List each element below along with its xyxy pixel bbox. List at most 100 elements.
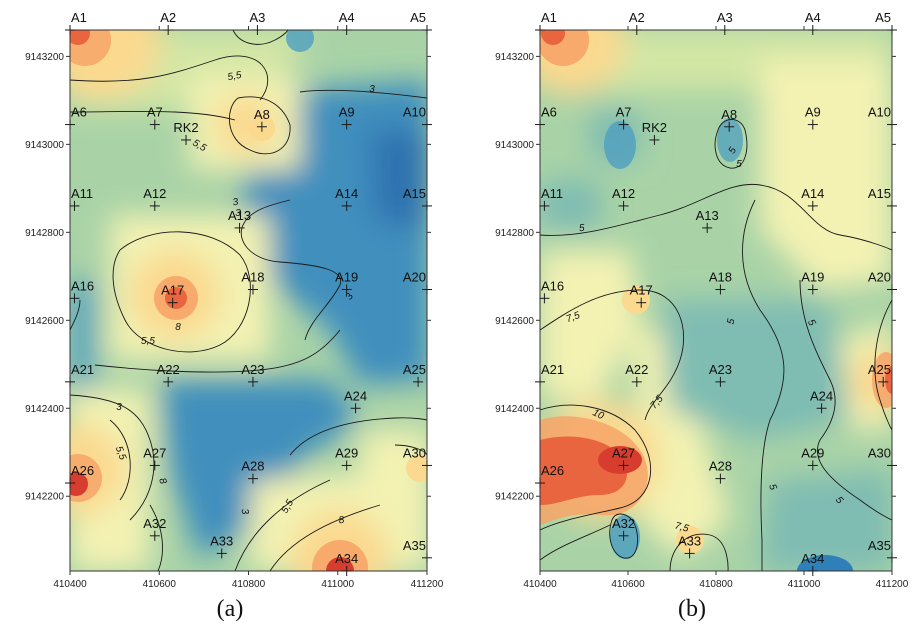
- contour-label: 3: [232, 197, 240, 209]
- well-marker: A27: [612, 445, 635, 471]
- well-marker: A22: [157, 362, 180, 387]
- well-marker: A20: [403, 270, 432, 295]
- well-marker: A13: [228, 208, 251, 233]
- well-marker: A25: [403, 362, 426, 387]
- y-tick-label: 9142400: [25, 404, 64, 415]
- y-tick-label: 9143200: [495, 52, 534, 63]
- x-tick-label: 410800: [699, 579, 733, 590]
- map-panel-b: 410400 410600 410800 411000 411200 9143200 914…: [495, 10, 909, 622]
- well-label: A24: [810, 388, 833, 403]
- well-label: A20: [403, 270, 426, 285]
- well-label: A3: [717, 10, 733, 25]
- contour-label: 5: [727, 145, 740, 156]
- contour-label: 8: [338, 515, 346, 527]
- well-marker: A14: [335, 186, 358, 211]
- well-label: A13: [696, 208, 719, 223]
- well-marker: A18: [241, 270, 265, 295]
- well-marker: A34: [801, 551, 824, 576]
- contour-surface-a: [70, 30, 427, 571]
- well-label: A5: [410, 10, 426, 25]
- well-label: RK2: [642, 120, 667, 135]
- x-tick-label: 411200: [876, 579, 909, 590]
- well-label: A11: [71, 186, 93, 201]
- well-marker: A32: [143, 516, 166, 541]
- well-marker: A2: [160, 10, 176, 35]
- well-label: A2: [160, 10, 176, 25]
- well-label: A22: [625, 362, 648, 377]
- well-marker: A28: [709, 459, 732, 484]
- well-label: A16: [541, 278, 564, 293]
- well-label: A15: [403, 186, 426, 201]
- well-label: RK2: [173, 120, 198, 135]
- well-label: A19: [335, 270, 358, 285]
- well-label: A6: [71, 105, 87, 120]
- well-marker: A21: [535, 362, 564, 387]
- contour-label: 3: [239, 508, 251, 516]
- well-label: A34: [801, 551, 824, 566]
- contour-label: 5,5: [113, 445, 128, 462]
- panel-caption-b: (b): [678, 596, 706, 622]
- well-marker: A23: [709, 362, 732, 387]
- well-label: A11: [541, 186, 563, 201]
- well-label: A14: [335, 186, 358, 201]
- well-label: A8: [254, 107, 270, 122]
- y-tick-label: 9142800: [25, 228, 64, 239]
- well-label: A8: [721, 107, 737, 122]
- well-label: A18: [241, 270, 264, 285]
- well-marker: A13: [696, 208, 719, 233]
- well-label: A9: [339, 105, 355, 120]
- well-marker: A4: [339, 10, 355, 35]
- well-label: A29: [801, 445, 824, 460]
- well-label: A34: [335, 551, 358, 566]
- well-label: A21: [71, 362, 94, 377]
- well-marker: A6: [535, 105, 557, 130]
- axis-ticks-a: 410400 410600 410800 411000 411200 9143200 914…: [25, 26, 444, 590]
- well-label: A4: [339, 10, 355, 25]
- well-marker: A35: [403, 538, 432, 563]
- well-label: A3: [249, 10, 265, 25]
- well-label: A15: [868, 186, 891, 201]
- x-tick-label: 410600: [611, 579, 645, 590]
- contour-label: 5: [805, 318, 818, 329]
- x-tick-label: 410400: [523, 579, 557, 590]
- well-label: A23: [709, 362, 732, 377]
- well-marker: A9: [339, 105, 355, 130]
- wells-b: A1 A2 A3 A4 A5 A6 A7 RK2 A8 A9 A10 A11 A12 A13 A14 A15 A…: [535, 10, 897, 576]
- well-marker: A16: [539, 278, 564, 304]
- contour-label: 7,5: [565, 310, 582, 325]
- well-marker: A18: [709, 270, 732, 295]
- well-marker: A19: [335, 270, 358, 295]
- x-tick-label: 410600: [143, 579, 177, 590]
- contour-label: 5: [766, 483, 778, 492]
- x-tick-label: 411000: [788, 579, 821, 590]
- well-label: A16: [71, 278, 94, 293]
- wells-a: A1 A2 A3 A4 A5 A6 A7 RK2 A8 A9 A10 A11 A12 A13 A14 A15 A…: [65, 10, 432, 576]
- well-marker: A30: [868, 445, 897, 471]
- y-tick-label: 9142600: [495, 316, 534, 327]
- contour-surface-b: [540, 30, 892, 571]
- well-marker: A34: [335, 551, 358, 576]
- well-label: A27: [143, 445, 166, 460]
- well-label: A21: [541, 362, 564, 377]
- well-marker: A26: [535, 463, 564, 489]
- well-marker: A32: [612, 516, 635, 541]
- well-label: A27: [612, 445, 635, 460]
- well-marker: A35: [868, 538, 897, 563]
- well-label: A28: [241, 459, 264, 474]
- axis-ticks-b: 410400 410600 410800 411000 411200 9143200 914…: [495, 26, 909, 590]
- contour-label: 5,5: [227, 70, 243, 83]
- contour-label: 3: [344, 291, 357, 302]
- well-label: A17: [161, 283, 184, 298]
- well-marker: A4: [805, 10, 821, 35]
- well-marker: RK2: [173, 120, 199, 145]
- well-label: A28: [709, 459, 732, 474]
- well-label: A22: [157, 362, 180, 377]
- well-label: A23: [241, 362, 264, 377]
- well-marker: A10: [403, 105, 432, 130]
- well-marker: A10: [868, 105, 897, 130]
- well-label: A29: [335, 445, 358, 460]
- contour-label: 7,5: [674, 520, 691, 534]
